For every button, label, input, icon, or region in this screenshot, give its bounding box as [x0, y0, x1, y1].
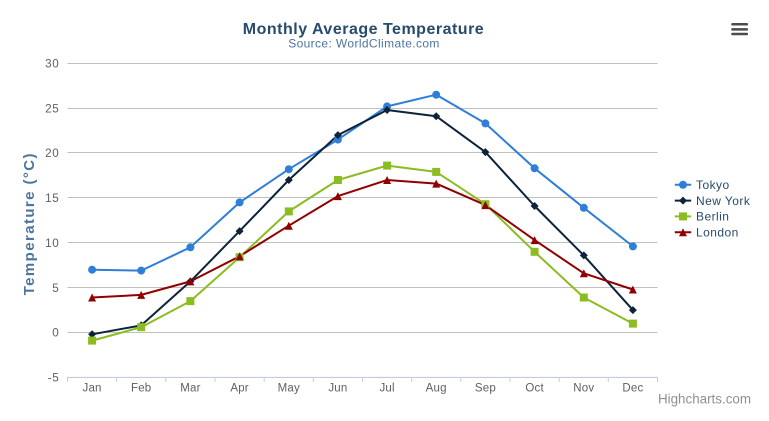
svg-text:New York: New York [696, 194, 751, 208]
svg-text:10: 10 [45, 237, 59, 250]
svg-text:0: 0 [52, 327, 59, 340]
svg-text:Highcharts.com: Highcharts.com [658, 391, 751, 406]
svg-text:Nov: Nov [573, 383, 594, 395]
svg-text:Jan: Jan [83, 383, 102, 395]
svg-text:Source: WorldClimate.com: Source: WorldClimate.com [288, 36, 440, 50]
svg-text:Jul: Jul [379, 383, 394, 395]
svg-text:Temperature (°C): Temperature (°C) [21, 152, 38, 295]
svg-text:Oct: Oct [525, 383, 544, 395]
svg-text:Mar: Mar [180, 383, 200, 395]
svg-text:Apr: Apr [230, 383, 249, 395]
svg-text:Aug: Aug [426, 383, 447, 395]
svg-text:20: 20 [45, 147, 59, 160]
svg-text:Sep: Sep [475, 383, 496, 395]
svg-text:Feb: Feb [131, 383, 151, 395]
svg-text:15: 15 [45, 192, 59, 205]
svg-text:25: 25 [45, 102, 59, 115]
svg-text:Monthly Average Temperature: Monthly Average Temperature [243, 21, 484, 38]
svg-text:Berlin: Berlin [696, 210, 729, 224]
svg-text:-5: -5 [48, 372, 60, 385]
svg-text:Jun: Jun [328, 383, 347, 395]
svg-text:30: 30 [45, 57, 59, 70]
svg-text:May: May [278, 383, 300, 395]
svg-text:Tokyo: Tokyo [696, 178, 730, 192]
svg-text:Dec: Dec [622, 383, 643, 395]
svg-text:London: London [696, 226, 739, 240]
svg-text:5: 5 [52, 282, 59, 295]
